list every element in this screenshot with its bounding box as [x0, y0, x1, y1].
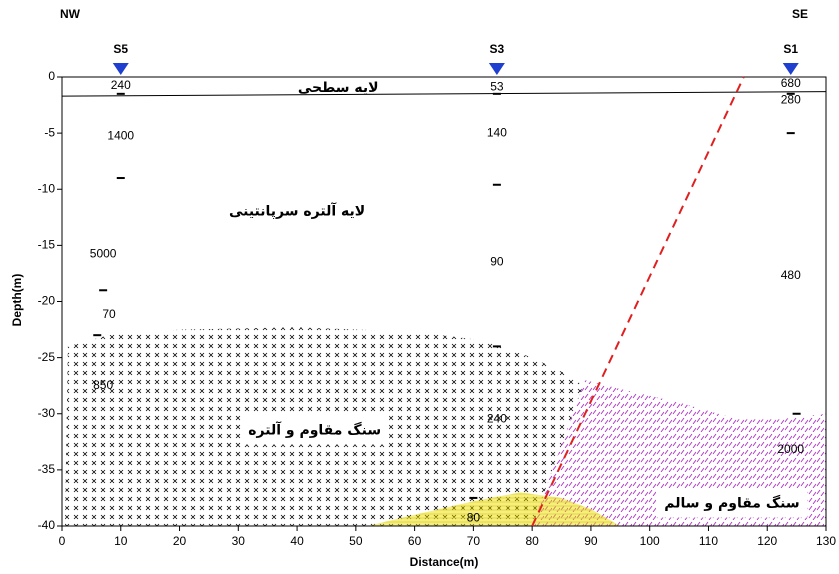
x-tick-label: 100	[640, 534, 660, 548]
y-axis-label: Depth(m)	[10, 274, 24, 327]
y-tick-label: -25	[38, 350, 56, 364]
resistivity-label: 53	[490, 79, 504, 93]
x-tick-label: 110	[699, 534, 718, 548]
y-tick-label: 0	[48, 69, 55, 83]
x-tick-label: 70	[467, 534, 481, 548]
corner-label: NW	[60, 7, 81, 21]
resistivity-label: 80	[467, 510, 481, 524]
x-tick-label: 0	[59, 534, 66, 548]
station-label: S3	[490, 42, 505, 56]
station-marker	[489, 63, 505, 75]
station-label: S5	[113, 42, 128, 56]
x-tick-label: 40	[290, 534, 304, 548]
x-tick-label: 30	[232, 534, 246, 548]
x-axis-label: Distance(m)	[410, 555, 479, 569]
x-tick-label: 120	[757, 534, 777, 548]
x-tick-label: 10	[114, 534, 128, 548]
y-tick-label: -40	[38, 518, 56, 532]
station-marker	[113, 63, 129, 75]
resistivity-label: 280	[781, 93, 801, 107]
y-tick-label: -10	[38, 181, 56, 195]
chart: NW SE Distance(m) Depth(m) -40 -35 -30 -25 -…	[0, 0, 839, 574]
resistivity-label: 480	[781, 268, 801, 282]
y-tick-label: -20	[38, 294, 56, 308]
resistivity-label: 240	[487, 412, 507, 426]
resistivity-label: 1400	[107, 129, 134, 143]
y-tick-label: -15	[38, 238, 56, 252]
layer-label: سنگ مقاوم و آلتره	[248, 421, 381, 439]
surface-line	[62, 92, 826, 96]
layer-label: سنگ مقاوم و سالم	[664, 495, 799, 512]
y-tick-label: -30	[38, 406, 56, 420]
x-tick-label: 50	[349, 534, 363, 548]
resistivity-label: 70	[102, 307, 116, 321]
station-label: S1	[783, 42, 798, 56]
layer-label: لایه سطحی	[298, 80, 379, 96]
x-tick-label: 90	[584, 534, 598, 548]
resistivity-label: 240	[111, 78, 131, 92]
resistivity-label: 680	[781, 76, 801, 90]
station-marker	[783, 63, 799, 75]
x-tick-label: 60	[408, 534, 422, 548]
x-tick-label: 20	[173, 534, 187, 548]
resistivity-label: 140	[487, 125, 507, 139]
corner-label: SE	[792, 7, 808, 21]
resistivity-label: 90	[490, 254, 504, 268]
resistivity-label: 5000	[90, 247, 117, 261]
y-tick-label: -35	[38, 462, 56, 476]
resistivity-label: 850	[93, 378, 113, 392]
x-tick-label: 80	[525, 534, 539, 548]
layer-label: لایه آلتره سرپانتینی	[229, 202, 365, 220]
x-tick-label: 130	[816, 534, 836, 548]
y-tick-label: -5	[44, 125, 55, 139]
resistivity-label: 2000	[777, 442, 804, 456]
